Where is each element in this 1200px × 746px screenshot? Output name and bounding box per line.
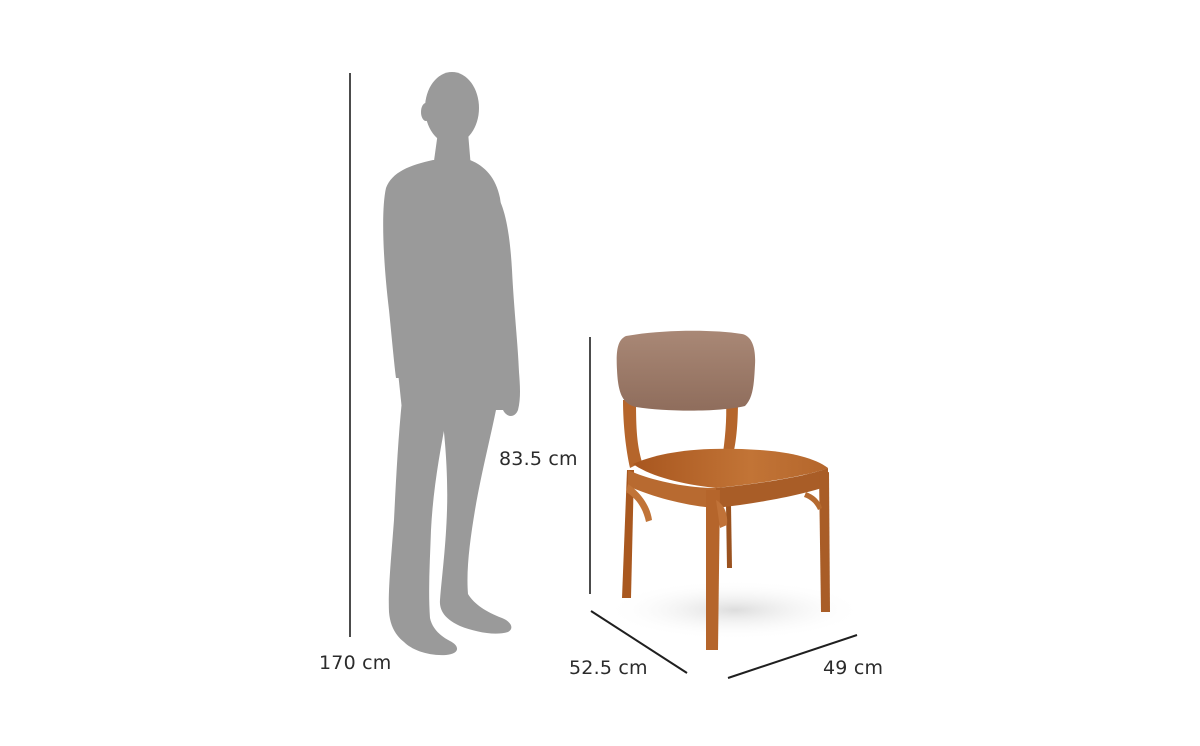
chair-depth-line [590, 610, 688, 674]
chair-width-line [727, 634, 858, 679]
person-silhouette-icon [383, 72, 520, 656]
chair-depth-label: 52.5 cm [569, 657, 648, 679]
chair-width-label: 49 cm [823, 657, 884, 679]
chair-height-label: 83.5 cm [499, 448, 578, 470]
person-height-label: 170 cm [319, 652, 392, 674]
wooden-chair-icon [616, 330, 830, 650]
chair-shadow [605, 580, 865, 640]
